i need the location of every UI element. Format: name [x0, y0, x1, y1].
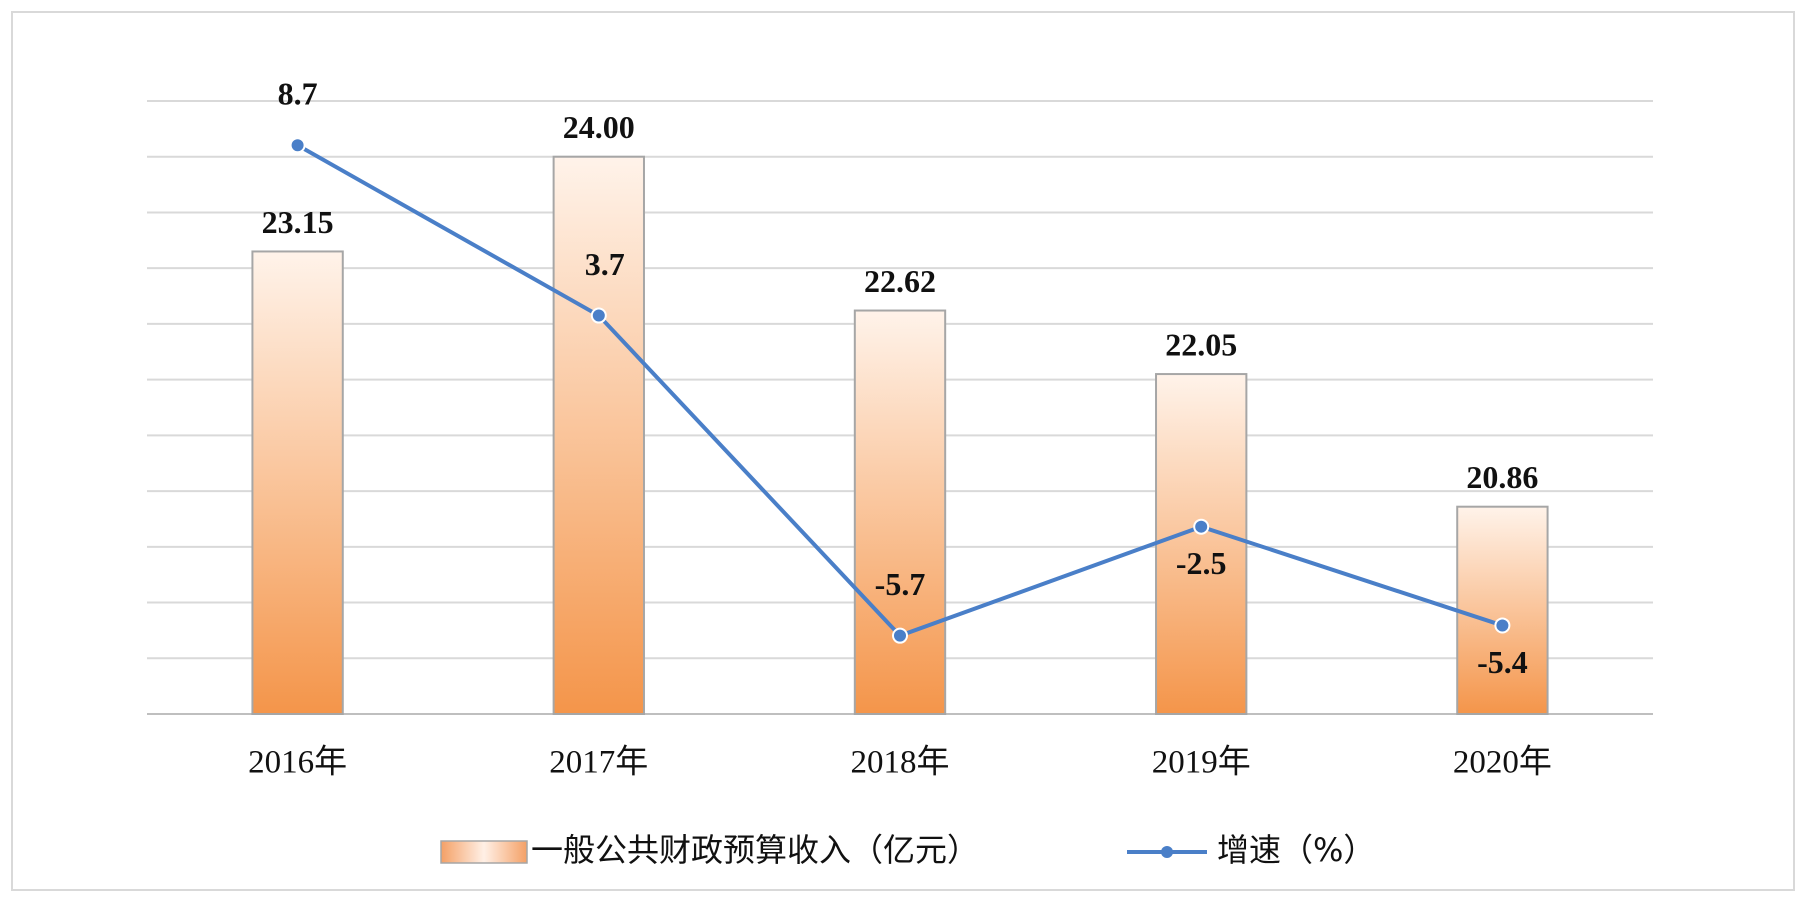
bar	[1456, 505, 1549, 715]
x-tick-label: 2017年	[549, 744, 648, 781]
line-point	[1193, 518, 1210, 535]
data-label: 24.00	[563, 109, 635, 145]
data-label: -5.4	[1477, 644, 1528, 680]
x-tick-label: 2018年	[851, 744, 950, 781]
legend-swatch	[1161, 846, 1173, 858]
line-point	[289, 137, 306, 154]
bar	[1155, 373, 1248, 715]
bar	[552, 155, 645, 715]
x-tick-label: 2020年	[1453, 744, 1552, 781]
x-tick-label: 2016年	[248, 744, 347, 781]
bar	[251, 250, 344, 716]
frame	[11, 11, 1795, 891]
legend-label: 一般公共财政预算收入（亿元）	[531, 831, 979, 869]
data-label: -5.7	[875, 566, 926, 602]
line-point	[892, 627, 908, 644]
data-label: 3.7	[585, 246, 625, 282]
line-point	[590, 307, 607, 324]
data-label: 22.62	[864, 263, 936, 299]
data-label: 8.7	[278, 76, 318, 112]
data-label: 22.05	[1165, 326, 1237, 362]
x-tick-label: 2019年	[1152, 744, 1251, 781]
legend-swatch	[440, 840, 528, 864]
bar	[853, 309, 947, 715]
data-label: 20.86	[1466, 459, 1538, 495]
line-point	[1494, 617, 1511, 634]
legend-label: 增速（%）	[1217, 831, 1375, 869]
data-label: -2.5	[1176, 545, 1227, 581]
data-label: 23.15	[262, 204, 334, 240]
